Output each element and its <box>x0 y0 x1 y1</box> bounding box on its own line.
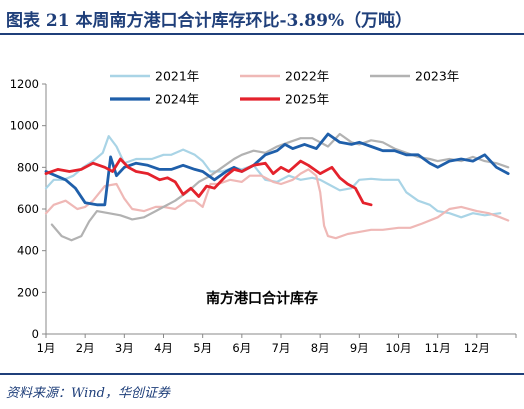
x-tick-label: 12月 <box>464 341 490 355</box>
x-tick-label: 2月 <box>76 341 95 355</box>
x-tick-label: 9月 <box>350 341 369 355</box>
x-tick-label: 3月 <box>115 341 134 355</box>
x-tick-label: 6月 <box>232 341 251 355</box>
y-tick-label: 200 <box>17 285 39 299</box>
legend-label: 2025年 <box>285 92 329 107</box>
series-line-2025 <box>44 157 373 207</box>
y-tick-label: 400 <box>17 244 39 258</box>
legend-label: 2021年 <box>155 69 199 84</box>
legend: 2021年 2022年 2023年 2024年 2025年 <box>110 69 459 107</box>
line-chart: 2021年 2022年 2023年 2024年 2025年 0 200 400 600 800 1… <box>10 69 517 355</box>
legend-label: 2023年 <box>415 69 459 84</box>
x-tick-label: 1月 <box>37 341 56 355</box>
series-line-2023 <box>50 132 510 242</box>
chart-title: 南方港口合计库存 <box>206 290 318 307</box>
series-lines <box>44 132 510 242</box>
figure-title: 图表 21 本周南方港口合计库存环比-3.89%（万吨） <box>6 11 413 31</box>
legend-label: 2022年 <box>285 69 329 84</box>
figure-header: 图表 21 本周南方港口合计库存环比-3.89%（万吨） <box>0 0 524 36</box>
y-tick-label: 800 <box>17 160 39 174</box>
chart-area: 2021年 2022年 2023年 2024年 2025年 0 200 400 600 800 1… <box>0 36 524 361</box>
y-tick-label: 0 <box>32 327 39 341</box>
title-divider <box>0 33 524 35</box>
series-line-2021 <box>44 134 502 219</box>
y-tick-label: 1000 <box>10 119 39 133</box>
x-tick-label: 4月 <box>154 341 173 355</box>
series-line-2022 <box>44 168 510 240</box>
x-tick-label: 5月 <box>193 341 212 355</box>
x-tick-label: 8月 <box>311 341 330 355</box>
footer-divider <box>0 373 524 375</box>
x-tick-label: 11月 <box>425 341 451 355</box>
y-tick-label: 600 <box>17 202 39 216</box>
legend-label: 2024年 <box>155 92 199 107</box>
y-tick-label: 1200 <box>10 77 39 91</box>
series-line-2024 <box>44 132 510 207</box>
x-tick-label: 10月 <box>385 341 411 355</box>
source-note: 资料来源：Wind，华创证券 <box>6 386 170 401</box>
x-tick-label: 7月 <box>272 341 291 355</box>
axes: 0 200 400 600 800 1000 1200 1月 2月 3月 4月 5月 6月 7月 8月 9月 1… <box>10 77 517 355</box>
